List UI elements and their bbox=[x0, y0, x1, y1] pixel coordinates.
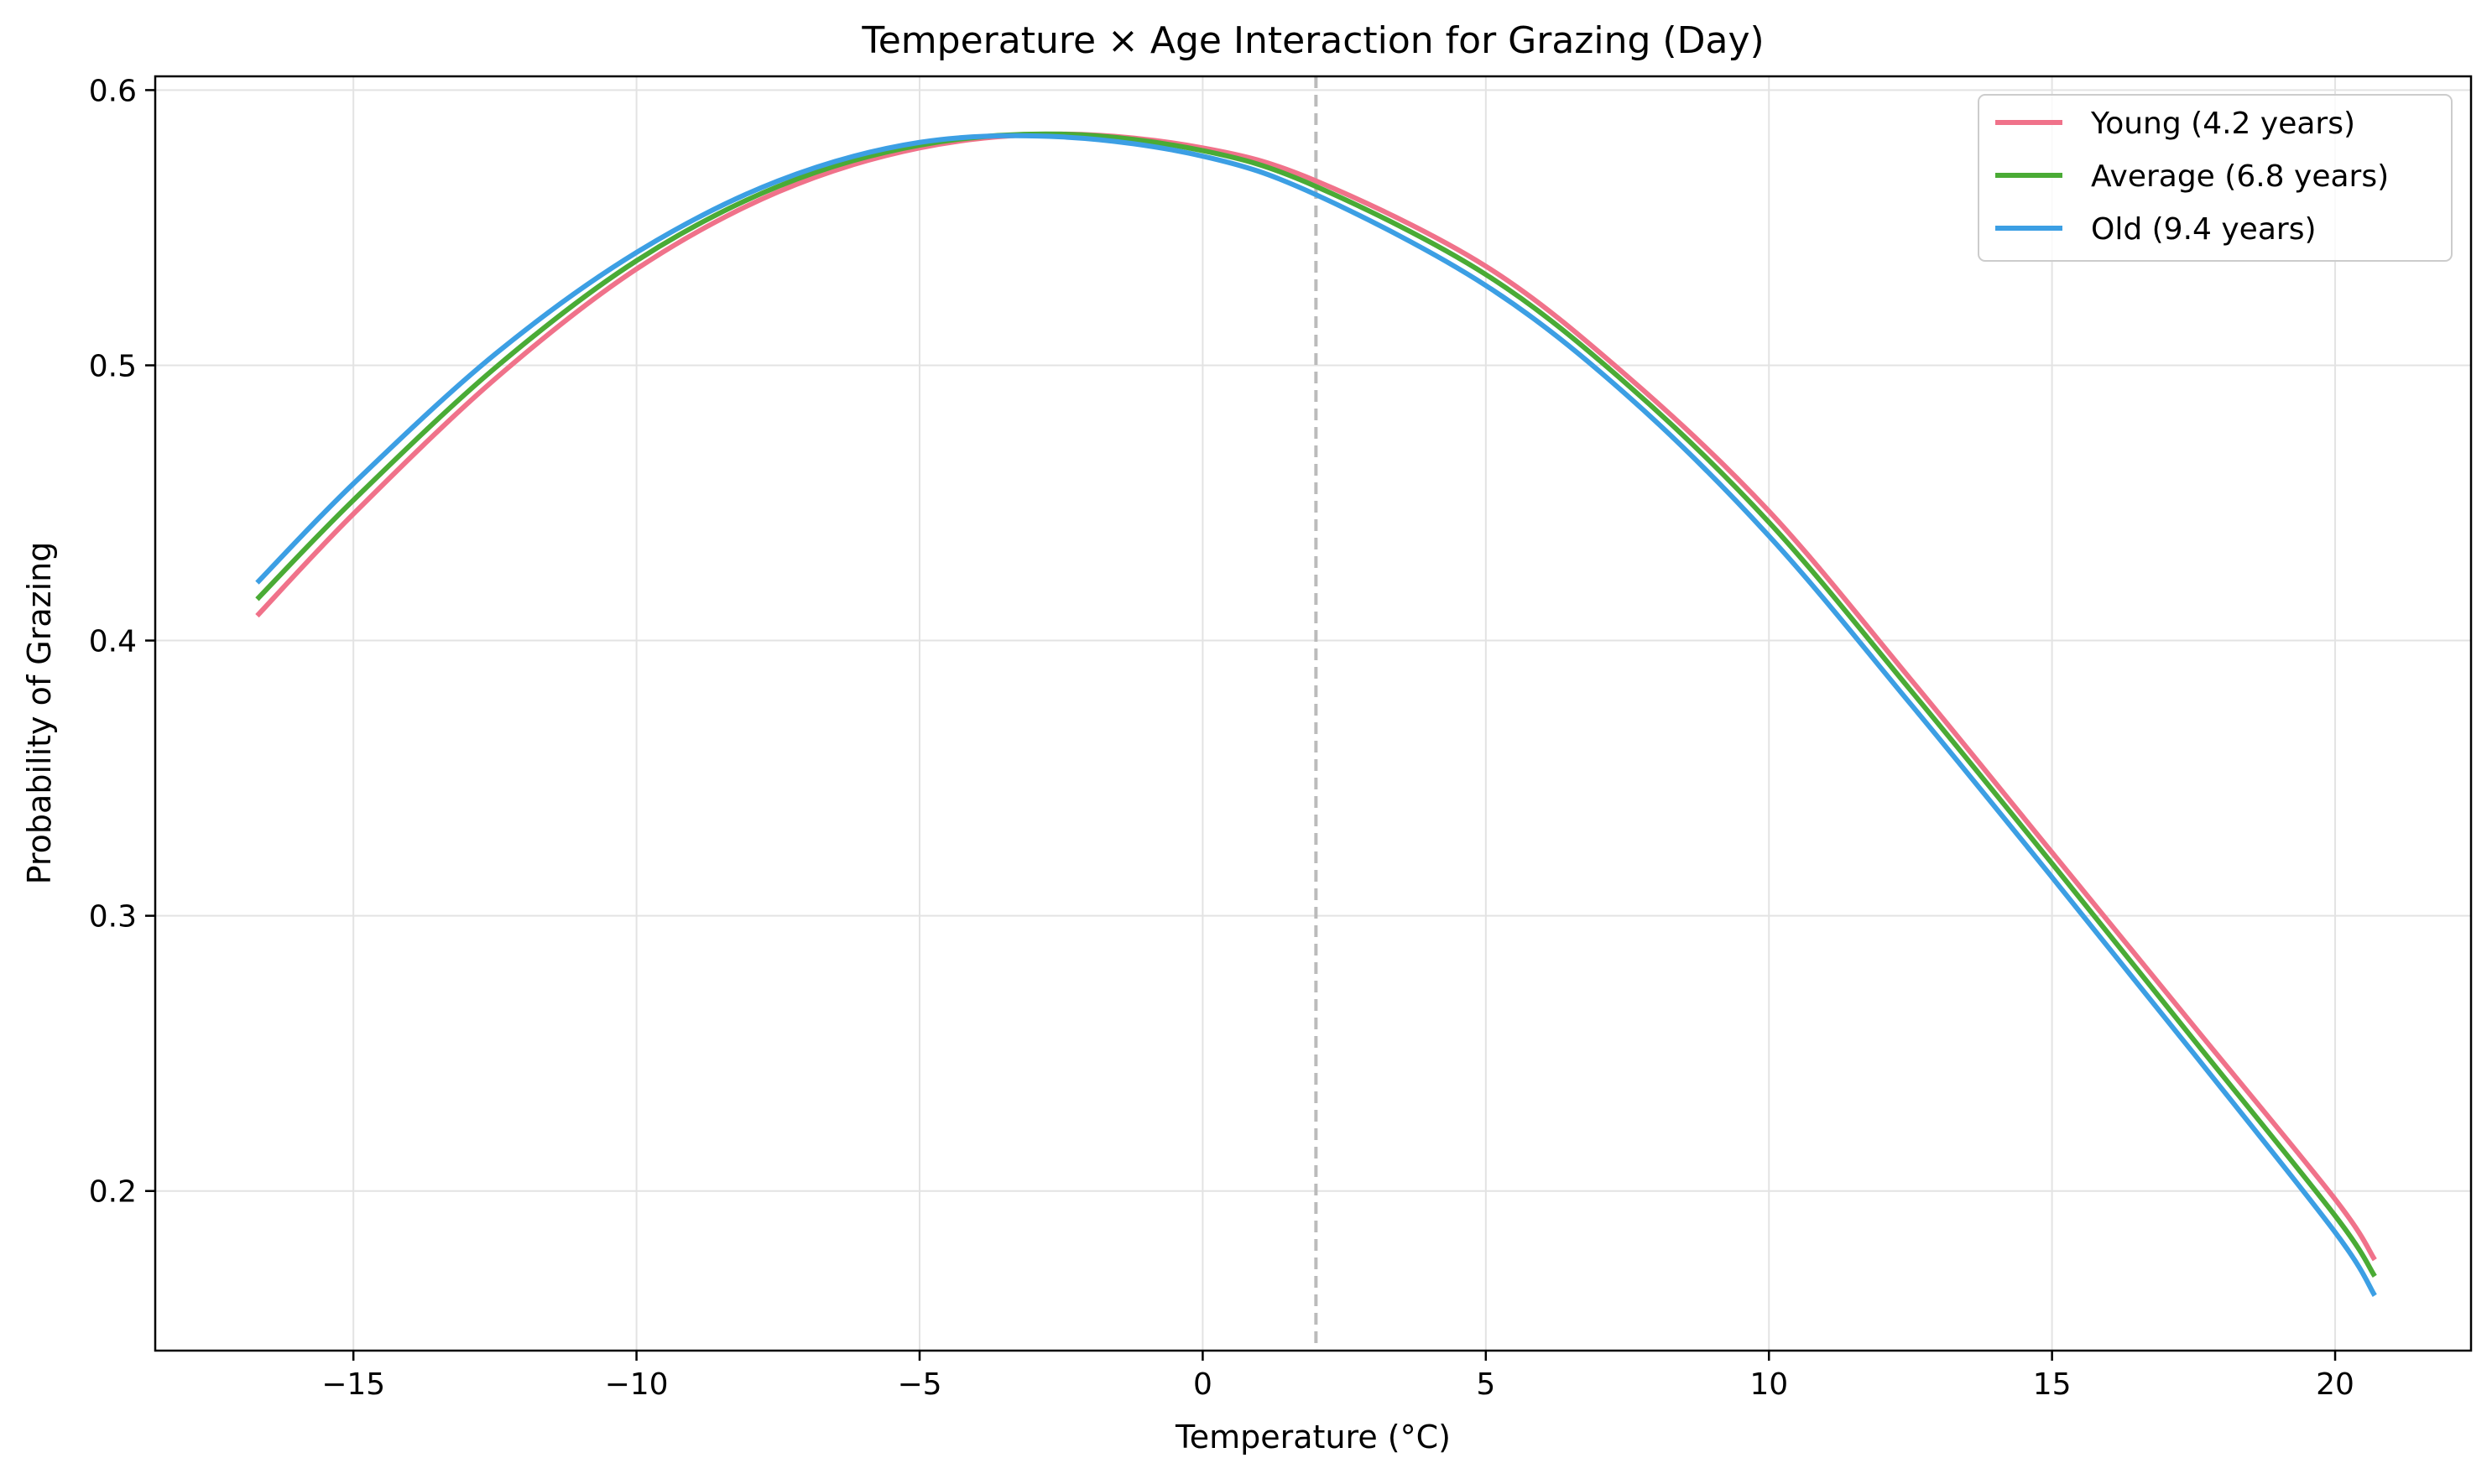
x-tick-label: 10 bbox=[1749, 1367, 1788, 1402]
legend-label-2: Old (9.4 years) bbox=[2091, 212, 2317, 247]
x-axis-label: Temperature (°C) bbox=[1175, 1419, 1451, 1455]
y-tick-label: 0.2 bbox=[89, 1175, 137, 1210]
y-tick-label: 0.4 bbox=[89, 625, 137, 659]
chart-title: Temperature × Age Interaction for Grazin… bbox=[861, 19, 1764, 62]
legend: Young (4.2 years) Average (6.8 years) Old … bbox=[1978, 95, 2452, 261]
y-tick-label: 0.5 bbox=[89, 349, 137, 383]
x-tick-label: −10 bbox=[605, 1367, 669, 1402]
y-axis-label: Probability of Grazing bbox=[21, 542, 58, 885]
y-tick-label: 0.6 bbox=[89, 74, 137, 108]
x-tick-label: 20 bbox=[2316, 1367, 2354, 1402]
x-tick-label: −5 bbox=[897, 1367, 941, 1402]
y-tick-label: 0.3 bbox=[89, 900, 137, 935]
legend-label-0: Young (4.2 years) bbox=[2090, 107, 2355, 141]
x-tick-label: 0 bbox=[1193, 1367, 1212, 1402]
x-tick-label: −15 bbox=[321, 1367, 385, 1402]
x-tick-label: 5 bbox=[1476, 1367, 1495, 1402]
legend-label-1: Average (6.8 years) bbox=[2091, 159, 2389, 194]
x-tick-label: 15 bbox=[2033, 1367, 2072, 1402]
